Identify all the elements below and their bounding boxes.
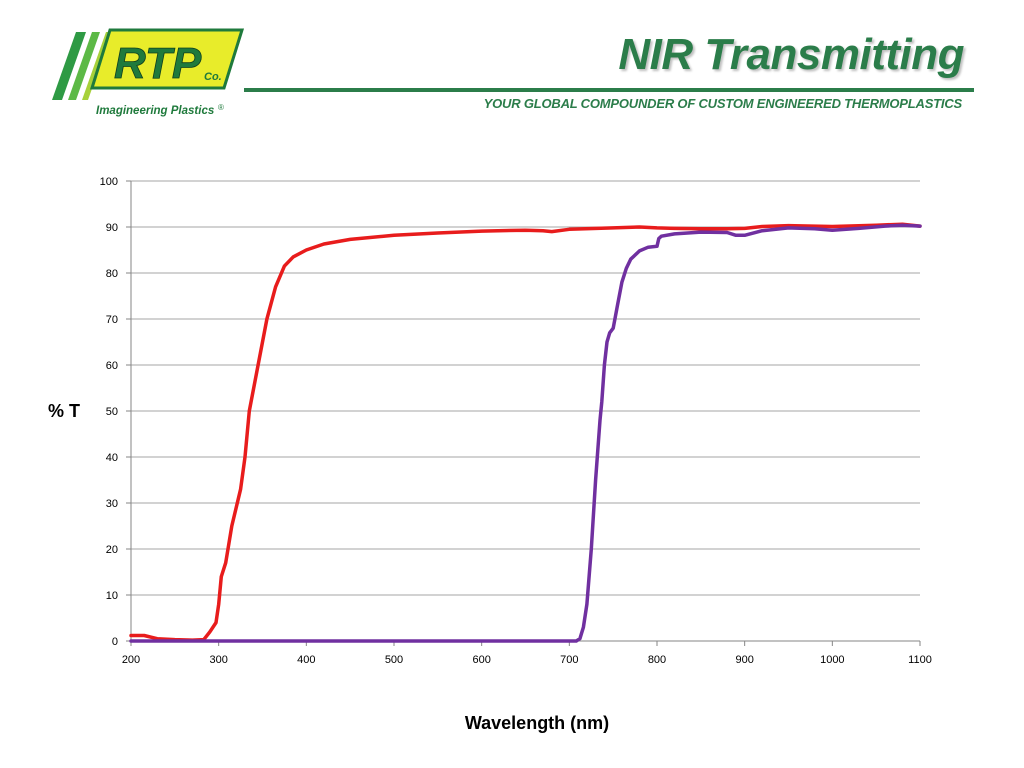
- x-tick-label: 1000: [820, 654, 844, 666]
- x-tick-label: 700: [560, 654, 578, 666]
- x-tick-label: 800: [648, 654, 666, 666]
- logo-brand: RTP: [114, 39, 202, 88]
- y-tick-label: 70: [106, 314, 118, 326]
- page-title: NIR Transmitting: [618, 30, 964, 79]
- x-tick-label: 300: [209, 654, 227, 666]
- page-tagline: YOUR GLOBAL COMPOUNDER OF CUSTOM ENGINEE…: [483, 96, 963, 111]
- x-axis-label: Wavelength (nm): [465, 713, 609, 733]
- x-tick-label: 1100: [908, 654, 932, 666]
- y-axis-label: % T: [48, 401, 80, 421]
- y-tick-label: 0: [112, 636, 118, 648]
- y-tick-label: 60: [106, 360, 118, 372]
- logo-caption: Imagineering Plastics: [96, 105, 214, 117]
- x-tick-label: 500: [385, 654, 403, 666]
- axis-layer: 0 10 20 30 40 50 60 70 80 90 100 200 300 400 500 600 700…: [100, 176, 932, 666]
- x-tick-label: 900: [735, 654, 753, 666]
- series-layer: [129, 222, 922, 643]
- logo-stripe-dark: [52, 32, 86, 100]
- y-tick-label: 20: [106, 544, 118, 556]
- x-tick-label: 400: [297, 654, 315, 666]
- y-tick-label: 90: [106, 222, 118, 234]
- y-tick-label: 50: [106, 406, 118, 418]
- header-divider: [244, 88, 974, 92]
- series-line-2: [129, 223, 922, 643]
- x-tick-label: 600: [472, 654, 490, 666]
- x-tick-label: 200: [122, 654, 140, 666]
- series-line-1: [129, 222, 922, 642]
- logo-suffix: Co.: [204, 71, 222, 83]
- rtp-logo: RTP Co. Imagineering Plastics ®: [52, 28, 245, 117]
- y-tick-label: 10: [106, 590, 118, 602]
- y-tick-label: 40: [106, 452, 118, 464]
- y-tick-label: 100: [100, 176, 118, 188]
- y-tick-label: 80: [106, 268, 118, 280]
- grid-layer: [131, 180, 920, 596]
- logo-box: [89, 28, 245, 90]
- logo-stripe-mid: [68, 32, 100, 100]
- y-tick-label: 30: [106, 498, 118, 510]
- logo-registered: ®: [218, 103, 224, 112]
